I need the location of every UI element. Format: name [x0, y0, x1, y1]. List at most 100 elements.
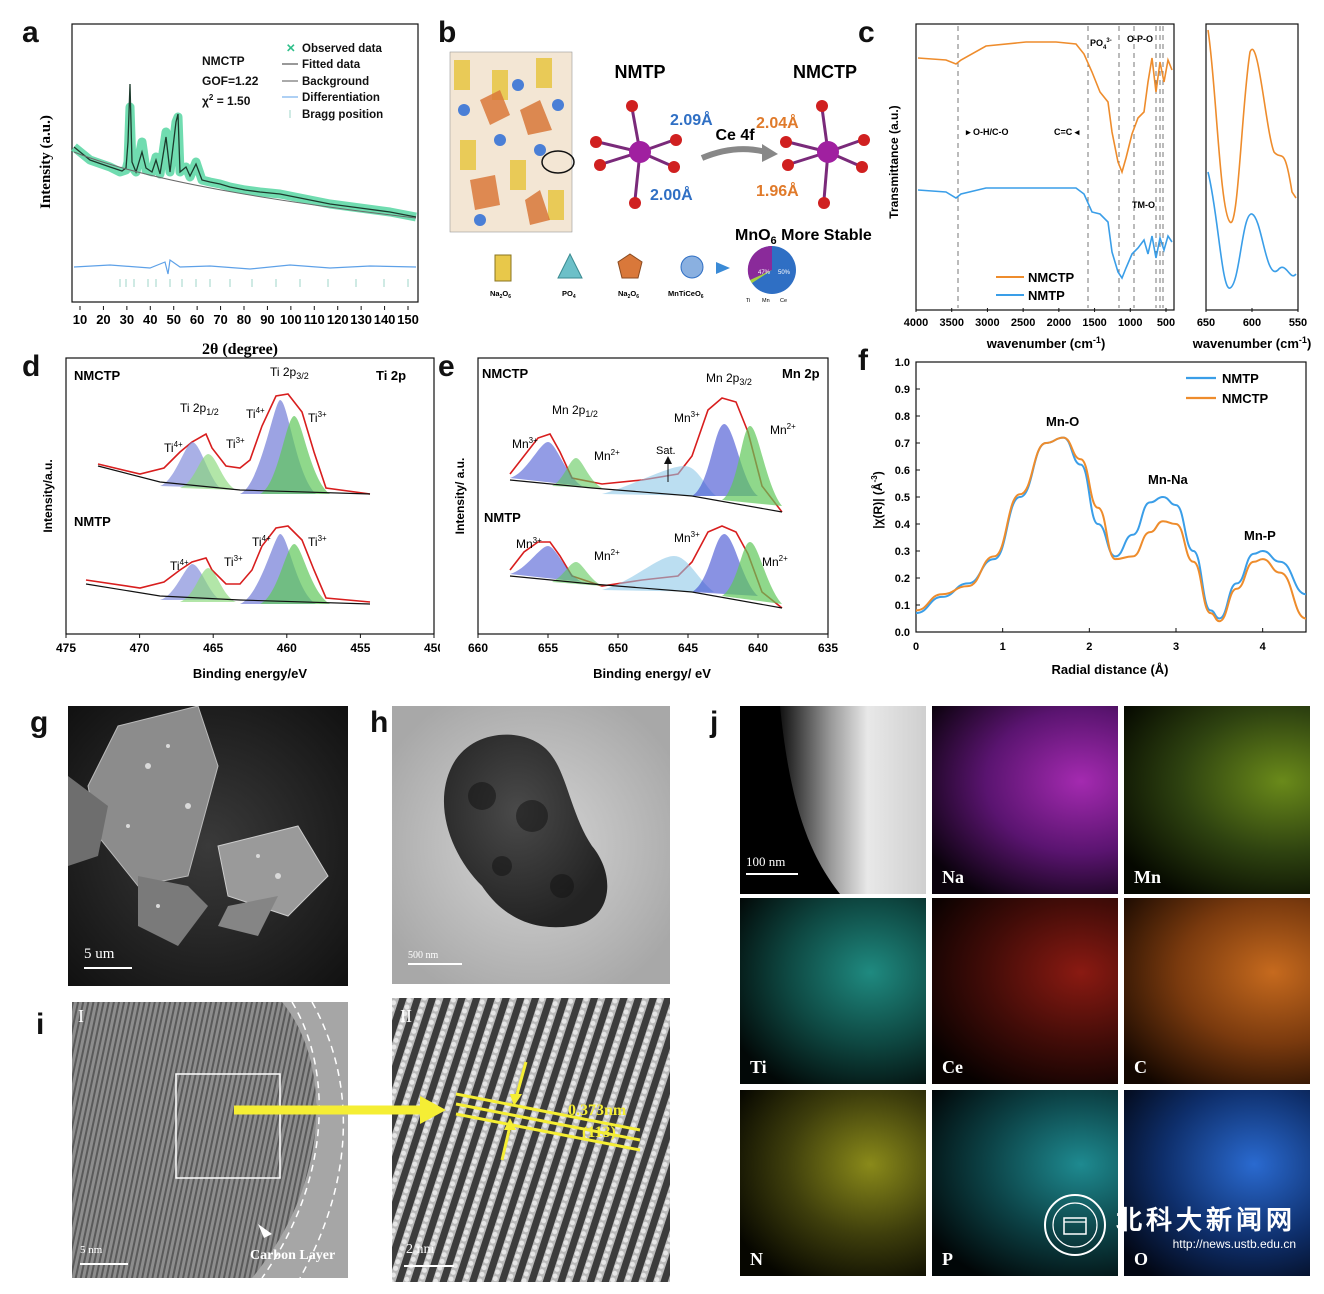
eds-map-ti: Ti	[740, 898, 926, 1084]
xrd-ylabel: Intensity (a.u.)	[38, 115, 54, 209]
ann-tmo: TM-O	[1132, 200, 1155, 210]
xrd-x-tick-110: 110	[304, 312, 325, 327]
ti-x-tick-450: 450	[424, 641, 440, 655]
haadf-image: 100 nm	[740, 706, 926, 894]
mn2-label-c: Mn2+	[594, 548, 620, 563]
legend-na2o6-b: Na2O6	[618, 289, 639, 300]
ftir-legend-nmtp: NMTP	[1028, 288, 1065, 303]
mn-x-tick-650: 650	[608, 641, 628, 655]
exafs-y-tick-0.9: 0.9	[895, 384, 910, 396]
panel-label-j: j	[710, 706, 719, 739]
mn3-label-b: Mn3+	[674, 410, 700, 425]
legend-observed: Observed data	[302, 43, 382, 55]
ti-x-tick-475: 475	[56, 641, 76, 655]
mn3-label-d: Mn3+	[674, 530, 700, 545]
panel-label-b: b	[438, 16, 457, 49]
gof-value: GOF=1.22	[202, 74, 259, 88]
xrd-x-tick-120: 120	[327, 312, 349, 327]
panel-label-i: i	[36, 1008, 45, 1041]
mno6-stable-text: MnO6 More Stable	[735, 227, 872, 247]
panel-label-f: f	[858, 344, 868, 377]
ftir-legend-nmctp: NMCTP	[1028, 270, 1075, 285]
xps-mn2p-plot: NMCTP NMTP Mn 2p Mn 2p1/2 Mn 2p3/2 Mn3+ …	[453, 357, 838, 681]
eds-label-p: P	[942, 1249, 953, 1269]
mn2-label-b: Mn2+	[770, 422, 796, 437]
eds-label-na: Na	[942, 867, 964, 887]
ann-po4: PO43-	[1090, 38, 1112, 51]
ftir-x-tick-4000: 4000	[904, 317, 928, 329]
exafs-y-tick-0.3: 0.3	[895, 546, 910, 558]
panel-label-g: g	[30, 706, 49, 739]
carbon-layer-label: Carbon Layer	[250, 1248, 336, 1263]
ti-ylabel: Intensity/a.u.	[41, 459, 55, 532]
svg-text:✕: ✕	[286, 43, 296, 55]
crystal-structure-schematic: NMTP NMCTP 2.09Å 2.00Å Ce 4f 2.04Å 1.96Å…	[449, 51, 872, 304]
hrtem-scale-1: 5 nm	[80, 1244, 103, 1256]
ti3-label-b: Ti3+	[308, 410, 327, 425]
university-seal-icon	[1043, 1194, 1106, 1256]
panel-label-c: c	[858, 16, 875, 49]
nmtp-bond-long: 2.09Å	[670, 110, 713, 129]
sat-label: Sat.	[656, 445, 676, 457]
ann-mn-p: Mn-P	[1244, 528, 1276, 543]
panel-label-d: d	[22, 350, 41, 383]
exafs-y-tick-0.0: 0.0	[895, 627, 910, 639]
legend-po4: PO4	[562, 289, 576, 300]
watermark-title: 北科大新闻网	[1115, 1205, 1296, 1236]
ann-mn-o: Mn-O	[1046, 414, 1079, 429]
ftir-x-tick-500: 500	[1157, 317, 1175, 329]
mn-corner-label: Mn 2p	[782, 366, 820, 381]
xrd-x-tick-50: 50	[166, 312, 180, 327]
exafs-y-tick-0.7: 0.7	[895, 438, 910, 450]
ti3-label-c: Ti3+	[224, 554, 243, 569]
exafs-legend-nmtp: NMTP	[1222, 371, 1259, 386]
pie-pct-mn: 47%	[758, 270, 771, 276]
mn-x-tick-645: 645	[678, 641, 698, 655]
exafs-x-tick-3: 3	[1173, 641, 1179, 653]
eds-map-ce: Ce	[932, 898, 1118, 1084]
ti3-label-d: Ti3+	[308, 534, 327, 549]
mn-top-label: NMCTP	[482, 366, 529, 381]
ftir-inset-xlabel: wavenumber (cm-1)	[1192, 335, 1312, 351]
xrd-x-tick-30: 30	[120, 312, 134, 327]
eds-label-ti: Ti	[750, 1057, 767, 1077]
exafs-y-tick-0.8: 0.8	[895, 411, 910, 423]
ann-mn-na: Mn-Na	[1148, 472, 1188, 487]
hrtem-tag-2: II	[400, 1006, 412, 1026]
mn-ylabel: Intensity/ a.u.	[453, 458, 467, 535]
mn-xlabel: Binding energy/ eV	[593, 666, 711, 681]
eds-map-mn: Mn	[1124, 706, 1310, 894]
xrd-x-tick-140: 140	[374, 312, 396, 327]
panel-label-a: a	[22, 16, 39, 49]
eds-label-o: O	[1134, 1249, 1149, 1269]
zoom-arrow	[234, 1096, 446, 1124]
ftir-ylabel: Transmittance (a.u.)	[887, 105, 901, 218]
eds-label-ce: Ce	[942, 1057, 963, 1077]
exafs-x-tick-2: 2	[1086, 641, 1092, 653]
ti4-label-a: Ti4+	[164, 440, 183, 455]
mn2-label-a: Mn2+	[594, 448, 620, 463]
ti-x-tick-465: 465	[203, 641, 223, 655]
chi2-value: χ2 = 1.50	[202, 93, 251, 108]
legend-na2o6-a: Na2O6	[490, 289, 511, 300]
nmctp-bond-short: 1.96Å	[756, 181, 799, 200]
composition-pie: 47% 50% Ti Mn Ce	[746, 245, 796, 304]
hrtem-tag-1: I	[78, 1006, 84, 1026]
watermark-url: http://news.ustb.edu.cn	[1172, 1236, 1296, 1251]
exafs-y-tick-0.2: 0.2	[895, 573, 910, 585]
xrd-x-tick-130: 130	[350, 312, 372, 327]
ti-x-tick-470: 470	[130, 641, 150, 655]
exafs-x-tick-0: 0	[913, 641, 919, 653]
ftir-xlabel: wavenumber (cm-1)	[986, 335, 1106, 351]
eds-map-o: O	[1124, 1090, 1310, 1276]
legend-background: Background	[302, 76, 369, 88]
ti-x-tick-455: 455	[350, 641, 370, 655]
ti2p12-label: Ti 2p1/2	[180, 401, 219, 417]
exafs-y-tick-0.5: 0.5	[895, 492, 910, 504]
ti-xlabel: Binding energy/eV	[193, 666, 307, 681]
xrd-x-tick-10: 10	[73, 312, 87, 327]
xrd-refinement-plot: NMCTP GOF=1.22 χ2 = 1.50 ✕ Observed data…	[38, 23, 419, 358]
mn-x-tick-635: 635	[818, 641, 838, 655]
ti4-label-b: Ti4+	[246, 406, 265, 421]
